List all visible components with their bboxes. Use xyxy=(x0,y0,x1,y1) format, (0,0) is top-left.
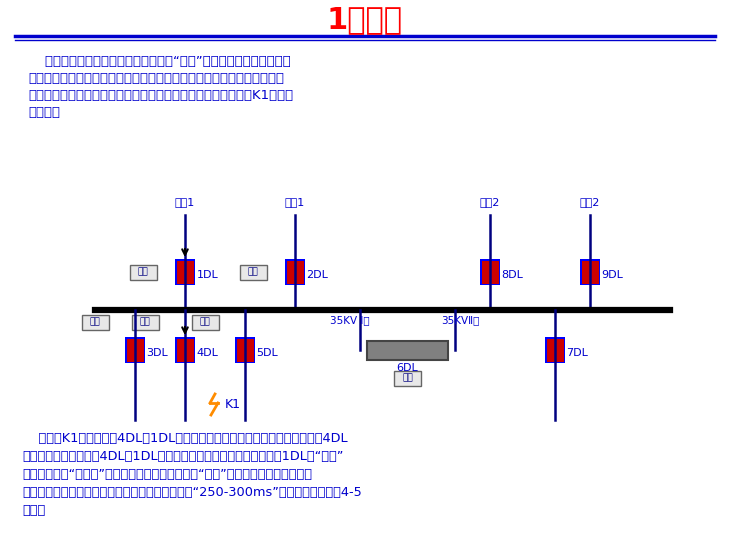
Bar xyxy=(82,315,109,329)
Text: 之间。: 之间。 xyxy=(22,504,45,517)
Bar xyxy=(547,339,564,362)
Text: 5DL: 5DL xyxy=(256,348,278,358)
Text: 保护: 保护 xyxy=(90,317,101,327)
Text: 应切除故障，由于流经4DL、1DL故障电流大小儿乎相等，此时只有靠1DL的“时限”: 应切除故障，由于流经4DL、1DL故障电流大小儿乎相等，此时只有靠1DL的“时限… xyxy=(22,450,343,463)
Bar xyxy=(286,260,304,283)
Text: 4DL: 4DL xyxy=(196,348,218,358)
Bar xyxy=(125,337,145,363)
Text: 保护: 保护 xyxy=(402,374,413,382)
Text: 保护: 保护 xyxy=(199,317,210,327)
Text: 9DL: 9DL xyxy=(602,270,623,280)
Bar xyxy=(177,260,193,283)
Bar xyxy=(175,259,195,285)
Text: 不是随意设定的。根据设计惯例，保护时限级差在“250-300ms”之间，保护层级在4-5: 不是随意设定的。根据设计惯例，保护时限级差在“250-300ms”之间，保护层级… xyxy=(22,486,362,499)
Text: 1DL: 1DL xyxy=(196,270,218,280)
Bar xyxy=(285,259,305,285)
Text: 出线2: 出线2 xyxy=(580,197,600,207)
Bar xyxy=(394,370,421,386)
Bar xyxy=(175,337,195,363)
Text: 7DL: 7DL xyxy=(566,348,588,358)
Bar xyxy=(482,260,499,283)
Bar xyxy=(480,259,500,285)
Text: 保护: 保护 xyxy=(247,267,258,276)
Text: 6DL: 6DL xyxy=(396,363,418,373)
Text: 进行分析: 进行分析 xyxy=(28,106,60,119)
Bar xyxy=(582,260,599,283)
Text: 进线2: 进线2 xyxy=(480,197,500,207)
Text: 传统继电保护装置大都是相互独立的“孤岛”，保护装置间尚未实现信: 传统继电保护装置大都是相互独立的“孤岛”，保护装置间尚未实现信 xyxy=(28,55,291,68)
Text: 35KV Ⅰ母: 35KV Ⅰ母 xyxy=(330,315,370,325)
Text: 保护: 保护 xyxy=(139,317,150,327)
Text: 息共享，更无法实现数据相互交换。当系统某点发生故障时，各相关继电: 息共享，更无法实现数据相互交换。当系统某点发生故障时，各相关继电 xyxy=(28,72,284,85)
Bar xyxy=(235,337,255,363)
Text: 保护仅依据自身保护特性和整定时限完成相应动作，以下图为例K1点故障: 保护仅依据自身保护特性和整定时限完成相应动作，以下图为例K1点故障 xyxy=(28,89,293,102)
Bar xyxy=(177,339,193,362)
Text: 3DL: 3DL xyxy=(147,348,168,358)
Bar xyxy=(237,339,253,362)
Bar xyxy=(367,340,448,359)
Text: 35KVⅡ母: 35KVⅡ母 xyxy=(441,315,479,325)
Text: 进线1: 进线1 xyxy=(175,197,195,207)
Text: 来保证保护的“选择性”问题。但现场情况是：保护“时限”往往是上级保护所限定，: 来保证保护的“选择性”问题。但现场情况是：保护“时限”往往是上级保护所限定， xyxy=(22,468,312,481)
Text: 8DL: 8DL xyxy=(502,270,523,280)
Text: 1、引言: 1、引言 xyxy=(327,5,403,34)
Text: 出线1: 出线1 xyxy=(285,197,305,207)
Bar xyxy=(580,259,600,285)
Bar xyxy=(129,265,156,280)
Text: 2DL: 2DL xyxy=(307,270,328,280)
Text: K1: K1 xyxy=(225,399,241,411)
Bar xyxy=(239,265,266,280)
Bar xyxy=(545,337,565,363)
Bar xyxy=(131,315,158,329)
Text: 举例：K1点故障时，4DL、1DL均有故障电流流过，根据故障发生的区域，4DL: 举例：K1点故障时，4DL、1DL均有故障电流流过，根据故障发生的区域，4DL xyxy=(22,432,347,445)
Text: 保护: 保护 xyxy=(138,267,148,276)
Bar xyxy=(126,339,144,362)
Bar xyxy=(191,315,218,329)
